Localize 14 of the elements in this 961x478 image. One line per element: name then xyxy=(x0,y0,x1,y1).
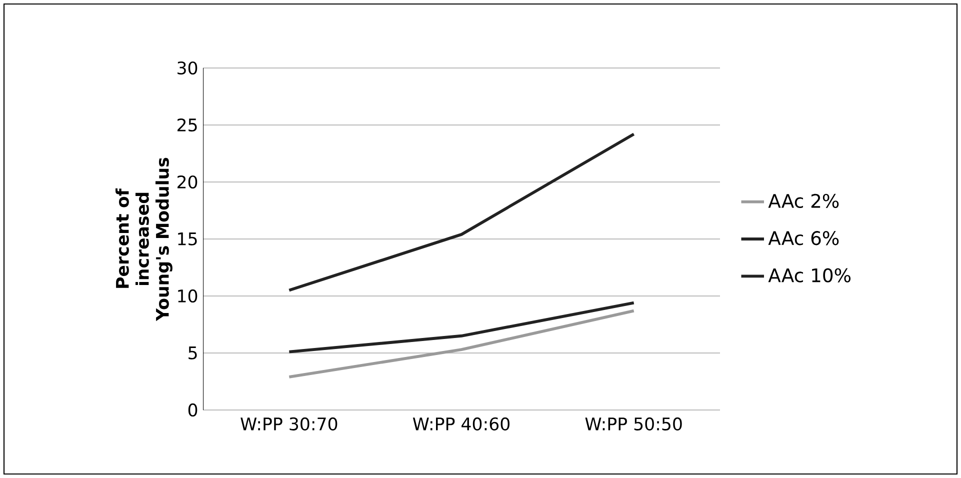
x-tick-label: W:PP 30:70 xyxy=(240,417,338,430)
y-axis-title: Percent of increased Young's Modulus xyxy=(116,158,172,322)
x-tick-label: W:PP 40:60 xyxy=(412,417,510,430)
legend-label: AAc 10% xyxy=(768,268,851,282)
y-tick-label: 20 xyxy=(178,175,198,189)
legend-label: AAc 2% xyxy=(768,194,839,208)
legend-label: AAc 6% xyxy=(768,231,839,246)
y-tick-label: 25 xyxy=(178,118,197,132)
y-tick-label: 5 xyxy=(188,346,197,360)
y-tick-label: 0 xyxy=(188,403,198,417)
y-tick-label: 30 xyxy=(178,61,198,75)
y-tick-label: 15 xyxy=(178,232,197,246)
x-tick-label: W:PP 50:50 xyxy=(585,417,682,430)
y-tick-label: 10 xyxy=(178,289,198,303)
